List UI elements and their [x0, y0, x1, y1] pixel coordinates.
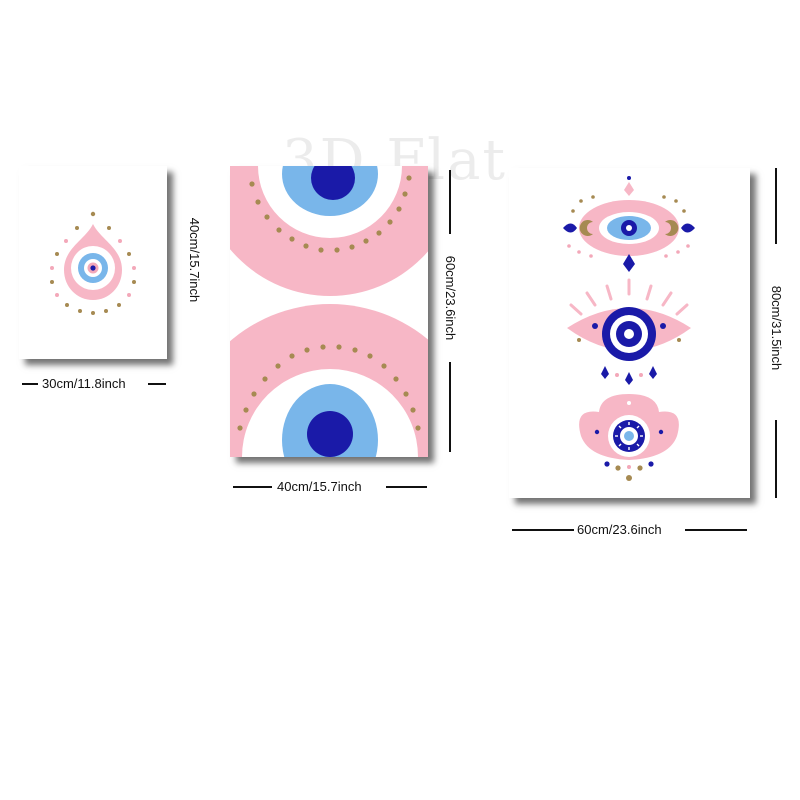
gold-dot-ring [50, 211, 136, 315]
poster-2-width-label: 40cm/15.7inch [277, 479, 362, 494]
poster-2-width-line-right [386, 486, 427, 488]
poster-3-width-label: 60cm/23.6inch [577, 522, 662, 537]
poster-3-width-line-left [512, 529, 574, 531]
poster-medium [230, 166, 428, 457]
poster-3-width-line-right [685, 529, 747, 531]
teardrop-evil-eye-art [50, 211, 136, 315]
poster-3-height-line-top [775, 168, 777, 244]
poster-1-width-line-left [22, 383, 38, 385]
poster-3-height-label: 80cm/31.5inch [769, 285, 784, 371]
top-half-eye [230, 166, 428, 296]
half-circles-evil-eye-art [230, 166, 428, 457]
poster-2-height-line-top [449, 170, 451, 234]
poster-2-width-line-left [233, 486, 272, 488]
poster-small [19, 166, 167, 359]
poster-large [509, 168, 750, 498]
poster-3-height-line-bottom [775, 420, 777, 498]
poster-1-width-line-right [148, 383, 166, 385]
poster-2-height-line-bottom [449, 362, 451, 452]
bottom-half-eye [230, 304, 428, 457]
three-evil-eyes-art [563, 176, 695, 481]
poster-1-height-label: 40cm/15.7inch [187, 217, 202, 303]
top-eye-motif [563, 176, 695, 272]
poster-2-height-label: 60cm/23.6inch [443, 255, 458, 341]
middle-eye-motif [567, 278, 691, 385]
poster-1-width-label: 30cm/11.8inch [42, 376, 126, 391]
bottom-eye-motif [579, 394, 679, 481]
